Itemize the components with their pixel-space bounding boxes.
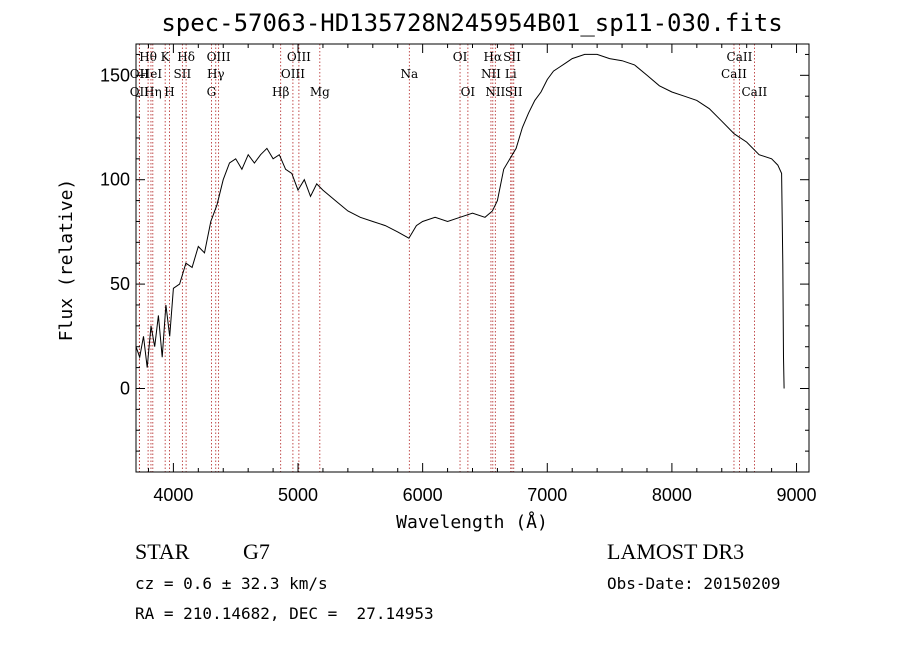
line-label-20: Hα bbox=[484, 50, 503, 64]
line-label-3: HeI bbox=[140, 67, 163, 81]
line-label-27: CaII bbox=[741, 85, 767, 99]
line-label-15: Mg bbox=[310, 85, 330, 99]
line-label-19: NII bbox=[481, 67, 501, 81]
chart-title: spec-57063-HD135728N245954B01_sp11-030.f… bbox=[161, 9, 782, 37]
y-tick-label-2: 100 bbox=[100, 170, 130, 190]
spectral-line-markers bbox=[138, 44, 755, 472]
line-label-0: Hθ bbox=[139, 50, 157, 64]
y-tick-label-1: 50 bbox=[110, 274, 130, 294]
x-tick-label-5: 9000 bbox=[777, 485, 817, 505]
coordinates: RA = 210.14682, DEC = 27.14953 bbox=[135, 604, 434, 623]
line-label-23: SII bbox=[503, 50, 521, 64]
x-tick-label-3: 7000 bbox=[527, 485, 567, 505]
line-label-10: Hγ bbox=[207, 67, 225, 81]
observation-date: Obs-Date: 20150209 bbox=[607, 574, 781, 593]
x-axis-ticks: 4000 5000 6000 7000 8000 9000 bbox=[147, 44, 817, 505]
line-label-9: OIII bbox=[207, 50, 231, 64]
line-label-14: OIII bbox=[287, 50, 311, 64]
line-label-22: Li bbox=[505, 67, 517, 81]
y-tick-label-3: 150 bbox=[100, 65, 130, 85]
line-label-18: OI bbox=[461, 85, 476, 99]
line-label-12: Hβ bbox=[272, 85, 289, 99]
line-label-7: SII bbox=[174, 67, 192, 81]
y-axis-label: Flux (relative) bbox=[56, 179, 77, 342]
x-axis-label: Wavelength (Å) bbox=[396, 511, 548, 533]
line-label-1: OII bbox=[130, 67, 150, 81]
line-label-13: OIII bbox=[281, 67, 305, 81]
line-label-5: K bbox=[161, 50, 171, 64]
line-label-25: CaII bbox=[721, 67, 747, 81]
x-tick-label-4: 8000 bbox=[652, 485, 692, 505]
line-label-24: SII bbox=[505, 85, 523, 99]
survey-name: LAMOST DR3 bbox=[607, 539, 745, 564]
line-label-21: NII bbox=[485, 85, 505, 99]
y-tick-label-0: 0 bbox=[120, 378, 130, 398]
line-label-6: H bbox=[164, 85, 174, 99]
line-label-17: OI bbox=[453, 50, 468, 64]
line-label-16: Na bbox=[400, 67, 418, 81]
spectrum-line bbox=[135, 53, 785, 389]
redshift-velocity: cz = 0.6 ± 32.3 km/s bbox=[135, 574, 328, 593]
line-label-11: G bbox=[207, 85, 217, 99]
y-axis-ticks: 0 50 100 150 bbox=[100, 53, 809, 452]
object-class: STAR bbox=[135, 539, 190, 564]
line-label-2: OII bbox=[130, 85, 150, 99]
object-subclass: G7 bbox=[243, 539, 270, 564]
line-label-4: Hη bbox=[144, 85, 162, 99]
line-label-26: CaII bbox=[727, 50, 753, 64]
x-tick-label-1: 5000 bbox=[278, 485, 318, 505]
x-tick-label-0: 4000 bbox=[153, 485, 193, 505]
line-label-8: Hδ bbox=[177, 50, 195, 64]
x-tick-label-2: 6000 bbox=[403, 485, 443, 505]
